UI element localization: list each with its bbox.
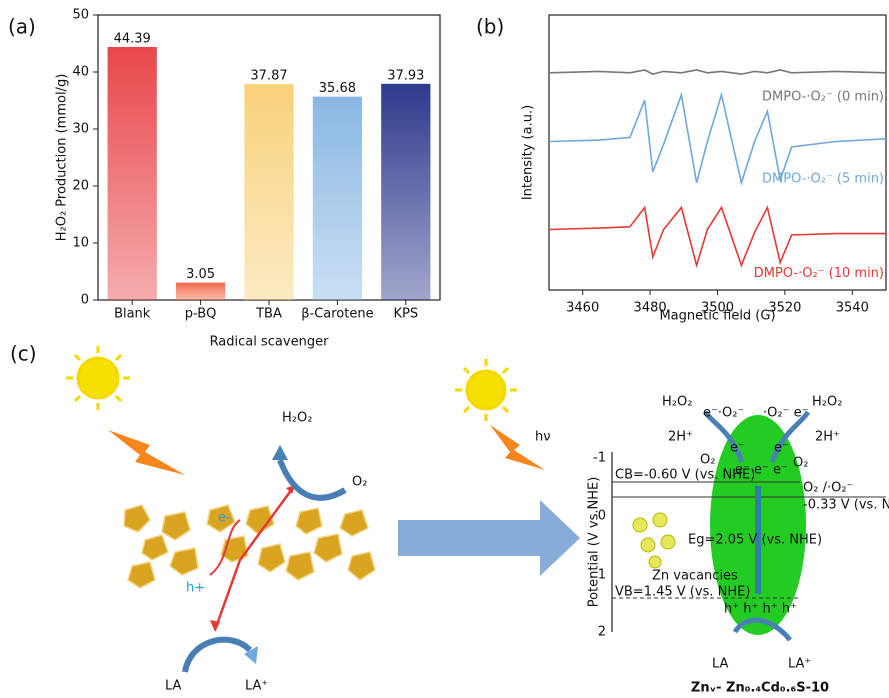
label: H₂O₂ [812,395,842,410]
catalyst-name: Znᵥ- Zn₀.₄Cd₀.₆S-10 [691,681,829,696]
tick-label: 0 [598,509,606,524]
y-tick-label: 10 [72,236,89,251]
panel-label: (b) [476,15,504,39]
panel-label: (a) [8,15,36,39]
panel-c-shapes [66,346,886,672]
label: hν [535,430,551,445]
panel-label: (c) [10,342,37,366]
label: Eg=2.05 V (vs. NHE) [688,533,822,548]
x-tick-label: 3540 [836,301,869,316]
axis-frame [549,15,886,290]
label: H₂O₂ [282,411,312,426]
label: 2H⁺ [815,430,840,445]
label: VB=1.45 V (vs. NHE) [615,585,750,600]
x-tick-label: β-Carotene [301,307,373,322]
series-label: DMPO-·O₂⁻ (0 min) [762,89,884,104]
x-tick-label: TBA [255,307,282,322]
bar [176,283,225,300]
label: O₂ /·O₂⁻ [803,481,853,496]
spectrum-line [549,95,886,183]
tick-label: 1 [598,568,606,583]
y-axis-label: Intensity (a.u.) [521,105,536,200]
x-tick-label: 3460 [566,301,599,316]
y-tick-label: 0 [81,293,89,308]
label: CB=-0.60 V (vs. NHE) [615,468,755,483]
y-tick-label: 40 [72,65,89,80]
x-axis-label: Magnetic field (G) [659,309,775,324]
value-label: 3.05 [186,267,215,282]
series-label: DMPO-·O₂⁻ (5 min) [762,171,884,186]
curved-arrow [185,640,250,672]
big-arrow [398,500,580,576]
label: O₂ [700,453,715,468]
label: LA [165,679,182,694]
x-tick-label: p-BQ [185,307,217,322]
tick-label: 2 [598,625,606,640]
label: LA [712,657,729,672]
label: H₂O₂ [662,395,692,410]
label: h⁺ h⁺ h⁺ h⁺ [724,602,797,617]
bar [381,84,430,300]
label: e⁻·O₂⁻ [703,406,744,421]
arrowhead [272,445,288,460]
axis-label: Potential (V vs.NHE) [587,477,602,608]
lightning [108,430,185,475]
label: h+ [186,581,205,596]
value-label: 44.39 [114,31,151,46]
label: Zn vacancies [652,569,738,584]
spectrum-line [549,208,886,266]
y-tick-label: 30 [72,122,89,137]
series-label: DMPO-·O₂⁻ (10 min) [754,266,884,281]
label: ·O₂⁻ e⁻ [763,406,808,421]
x-tick-label: Blank [114,307,151,322]
bar [244,84,293,300]
y-axis-label: H₂O₂ Production (mmol/g) [55,74,70,242]
label: 2H⁺ [668,430,693,445]
label: O₂ [352,475,367,490]
x-axis-label: Radical scavenger [210,335,330,350]
label: -0.33 V (vs. NHE) [803,498,889,513]
arrowhead [210,620,220,632]
vacancy-crystals [633,513,675,568]
value-label: 35.68 [319,81,356,96]
label: LA⁺ [245,679,268,694]
value-label: 37.93 [387,68,424,83]
value-label: 37.87 [250,69,287,84]
figure: (c) H₂O₂ O₂ e- h+ LA LA⁺ hν H₂O₂ H₂O₂ e⁻… [0,0,889,698]
label: e⁻ [730,441,745,456]
bar [108,47,157,300]
label: e⁻ [774,441,789,456]
label: O₂ [793,456,808,471]
y-tick-label: 20 [72,179,89,194]
label: LA⁺ [788,657,811,672]
tick-label: -1 [593,451,606,466]
spectrum-line [549,70,886,74]
x-tick-label: KPS [393,307,418,322]
y-tick-label: 50 [72,8,89,23]
label: e- [218,511,231,526]
bar [313,97,362,300]
